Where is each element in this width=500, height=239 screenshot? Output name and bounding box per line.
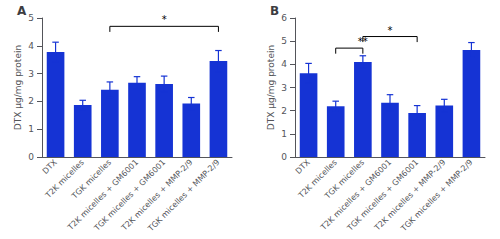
svg-text:**: ** (358, 36, 368, 47)
svg-text:*: * (388, 25, 393, 36)
svg-text:T2K micelles + GM6001: T2K micelles + GM6001 (319, 157, 394, 232)
svg-text:T2K micelles: T2K micelles (296, 157, 339, 200)
svg-text:T2K micelles + MMP-2/9: T2K micelles + MMP-2/9 (372, 157, 448, 233)
svg-text:DTX: DTX (41, 157, 59, 175)
svg-text:DTX μg/mg protein: DTX μg/mg protein (13, 45, 23, 130)
svg-text:B: B (270, 4, 279, 18)
svg-text:TGK micelles + MMP-2/9: TGK micelles + MMP-2/9 (399, 158, 475, 234)
svg-text:5: 5 (28, 13, 34, 23)
svg-text:T2K micelles + GM6001: T2K micelles + GM6001 (66, 157, 141, 232)
svg-text:5: 5 (281, 36, 287, 46)
svg-text:TGK micelles: TGK micelles (323, 157, 366, 201)
svg-text:T2K micelles + MMP-2/9: T2K micelles + MMP-2/9 (119, 157, 195, 233)
svg-text:*: * (162, 14, 167, 25)
svg-text:DTX μg/mg protein: DTX μg/mg protein (266, 45, 276, 130)
svg-text:TGK micelles + GM6001: TGK micelles + GM6001 (92, 157, 168, 233)
svg-text:3: 3 (281, 83, 287, 93)
svg-text:1: 1 (281, 129, 287, 139)
svg-text:A: A (17, 4, 27, 18)
svg-text:0: 0 (28, 152, 34, 162)
svg-text:6: 6 (281, 13, 287, 23)
svg-text:1: 1 (28, 124, 34, 134)
svg-text:2: 2 (281, 106, 287, 116)
svg-text:4: 4 (28, 41, 34, 51)
svg-text:3: 3 (28, 69, 34, 79)
svg-text:T2K micelles: T2K micelles (43, 157, 86, 200)
svg-text:TGK micelles + MMP-2/9: TGK micelles + MMP-2/9 (146, 158, 222, 234)
svg-text:4: 4 (281, 59, 287, 69)
svg-text:DTX: DTX (294, 157, 312, 175)
svg-text:0: 0 (281, 152, 287, 162)
svg-text:2: 2 (28, 96, 34, 106)
svg-text:TGK micelles: TGK micelles (70, 157, 113, 201)
svg-text:TGK micelles + GM6001: TGK micelles + GM6001 (345, 157, 421, 233)
